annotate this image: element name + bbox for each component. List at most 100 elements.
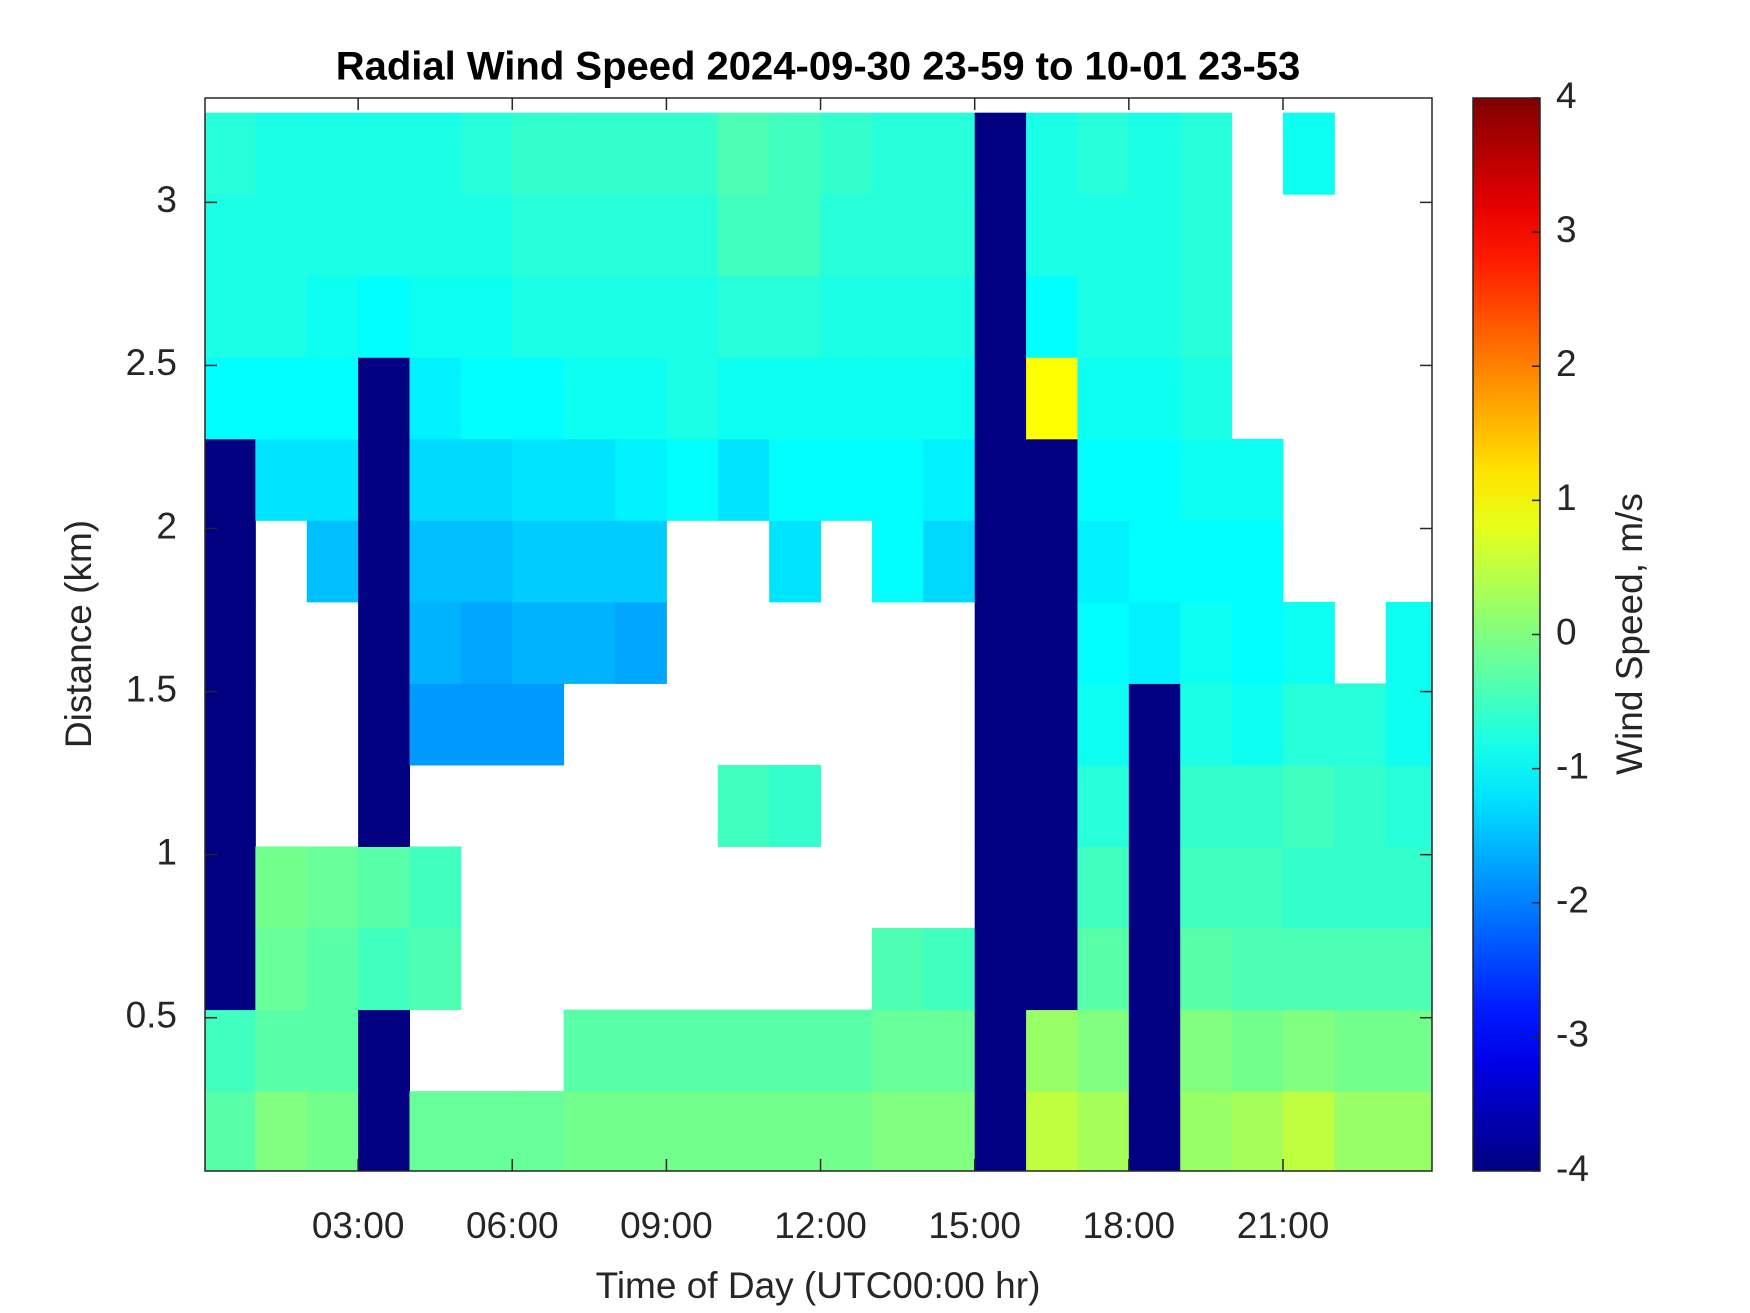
heatmap-cell (1180, 1009, 1233, 1092)
colorbar-tick-label: 0 (1556, 611, 1577, 652)
heatmap-cell (769, 194, 822, 277)
heatmap-cell (717, 112, 770, 195)
heatmap-cell (769, 520, 822, 603)
chart-title: Radial Wind Speed 2024-09-30 23-59 to 10… (336, 45, 1301, 89)
heatmap-cell (1334, 1091, 1387, 1171)
heatmap-cell (1282, 601, 1335, 684)
heatmap-cell (1077, 928, 1130, 1011)
heatmap-cell (409, 357, 462, 440)
colorbar-tick-label: 4 (1556, 75, 1577, 116)
heatmap-cell (358, 357, 410, 440)
heatmap-cell (1334, 764, 1387, 847)
heatmap-cell (1077, 438, 1130, 521)
heatmap-cell (306, 357, 359, 440)
x-tick-label: 15:00 (928, 1205, 1021, 1246)
heatmap-cell (563, 1091, 616, 1171)
heatmap-cell (1231, 928, 1284, 1011)
heatmap-cell (205, 357, 256, 440)
heatmap-cell (615, 275, 667, 358)
heatmap-cell (717, 764, 770, 847)
heatmap-cell (820, 194, 873, 277)
x-tick-label: 09:00 (620, 1205, 713, 1246)
heatmap-cell (358, 928, 410, 1011)
colorbar-tick-label: -2 (1556, 880, 1589, 921)
y-tick-label: 2.5 (126, 342, 177, 383)
heatmap-cell (1026, 683, 1078, 766)
heatmap-cell (512, 683, 565, 766)
heatmap-cell (205, 601, 256, 684)
heatmap-cell (306, 1091, 359, 1171)
heatmap-cell (563, 520, 616, 603)
heatmap-cell (563, 438, 616, 521)
heatmap-cell (615, 357, 667, 440)
heatmap-cell (974, 928, 1027, 1011)
heatmap-cell (460, 357, 513, 440)
heatmap-cell (923, 1091, 976, 1171)
heatmap-cell (666, 1091, 719, 1171)
heatmap-cell (1385, 846, 1432, 929)
heatmap-cell (205, 683, 256, 766)
heatmap-cell (1026, 764, 1078, 847)
heatmap-cell (255, 112, 308, 195)
heatmap-cell (871, 438, 924, 521)
heatmap-cell (717, 194, 770, 277)
heatmap-cell (358, 275, 410, 358)
heatmap-cell (923, 357, 976, 440)
heatmap-cell (255, 275, 308, 358)
heatmap-cell (974, 357, 1027, 440)
heatmap-cell (205, 1091, 256, 1171)
heatmap-cell (615, 438, 667, 521)
heatmap-cell (923, 112, 976, 195)
heatmap-cell (306, 520, 359, 603)
heatmap-cell (871, 275, 924, 358)
heatmap-cell (1128, 764, 1181, 847)
x-tick-label: 06:00 (466, 1205, 559, 1246)
heatmap-cell (255, 438, 308, 521)
heatmap-cell (1334, 928, 1387, 1011)
heatmap-cell (717, 438, 770, 521)
colorbar-tick-label: 2 (1556, 343, 1577, 384)
heatmap-cell (1231, 764, 1284, 847)
y-tick-label: 0.5 (126, 994, 177, 1035)
heatmap-cell (974, 520, 1027, 603)
heatmap-cell (460, 520, 513, 603)
heatmap-cell (1128, 601, 1181, 684)
x-tick-label: 12:00 (774, 1205, 867, 1246)
heatmap-cell (1077, 520, 1130, 603)
heatmap-cell (615, 112, 667, 195)
heatmap-cell (1180, 764, 1233, 847)
heatmap-cell (1077, 1009, 1130, 1092)
heatmap-cell (409, 601, 462, 684)
heatmap-cell (1128, 520, 1181, 603)
heatmap-cell (512, 601, 565, 684)
heatmap-cell (255, 194, 308, 277)
heatmap-cell (205, 275, 256, 358)
heatmap-cell (255, 357, 308, 440)
heatmap-cell (1026, 275, 1078, 358)
heatmap-cell (923, 928, 976, 1011)
heatmap-cell (358, 194, 410, 277)
heatmap-cell (1385, 1009, 1432, 1092)
heatmap-cell (666, 357, 719, 440)
heatmap-cell (512, 275, 565, 358)
heatmap-cell (1026, 520, 1078, 603)
heatmap-cell (512, 194, 565, 277)
heatmap-cell (1334, 846, 1387, 929)
heatmap-cell (409, 112, 462, 195)
heatmap-cell (1282, 928, 1335, 1011)
heatmap-cell (1077, 275, 1130, 358)
heatmap-cell (1128, 683, 1181, 766)
heatmap-cell (871, 1091, 924, 1171)
heatmap-cell (1180, 112, 1233, 195)
heatmap-cell (255, 1091, 308, 1171)
heatmap-cell (1334, 1009, 1387, 1092)
heatmap-cell (820, 1091, 873, 1171)
heatmap-cell (563, 275, 616, 358)
heatmap-cell (923, 194, 976, 277)
heatmap-cell (1231, 438, 1284, 521)
heatmap-cell (1231, 520, 1284, 603)
heatmap-cell (512, 357, 565, 440)
heatmap-cell (820, 357, 873, 440)
heatmap-cell (306, 846, 359, 929)
heatmap-cell (871, 520, 924, 603)
